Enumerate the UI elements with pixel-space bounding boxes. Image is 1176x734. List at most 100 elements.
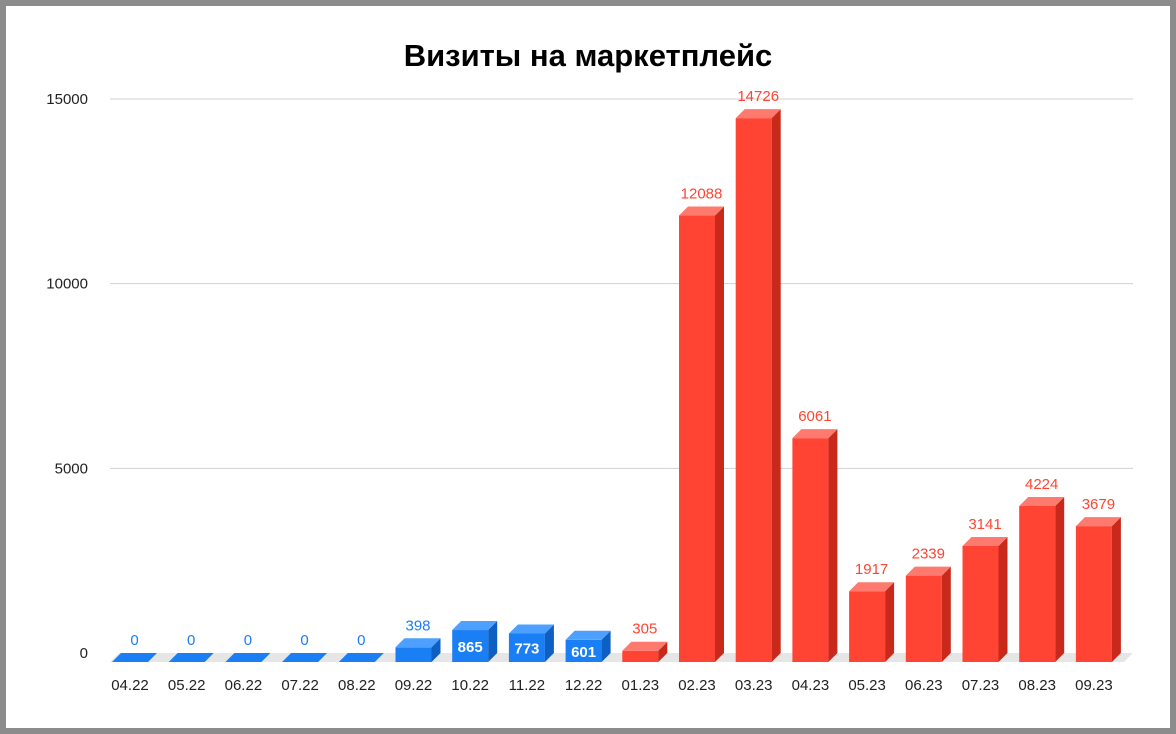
bar-side [488, 621, 498, 662]
bar [225, 653, 271, 662]
data-labels: 0 0 0 0 0 398 865 773 601 305 12088 14726 6061 1917 23… [130, 88, 1115, 661]
bar-side [771, 109, 781, 662]
bar [338, 653, 384, 662]
bar [508, 624, 554, 662]
data-label: 0 [244, 632, 252, 649]
data-label: 305 [632, 621, 657, 638]
bar-top [1075, 517, 1121, 527]
bar-front [849, 591, 886, 662]
x-axis-tick-labels: 04.22 05.22 06.22 07.22 08.22 09.22 10.22 11.22… [111, 677, 1112, 694]
x-tick-label: 05.23 [848, 677, 886, 694]
bar-front [565, 639, 602, 662]
bar-front [792, 438, 829, 662]
x-tick-label: 03.23 [735, 677, 773, 694]
data-label: 2339 [912, 546, 945, 563]
bar-top [452, 621, 498, 631]
bar-side [1111, 517, 1121, 662]
x-tick-label: 04.22 [111, 677, 149, 694]
data-label: 0 [300, 632, 308, 649]
y-tick-label: 10000 [46, 276, 88, 293]
data-label: 398 [405, 617, 430, 634]
data-label: 0 [130, 632, 138, 649]
data-label: 3141 [968, 516, 1001, 533]
bar [452, 621, 498, 662]
data-label: 12088 [681, 186, 723, 203]
bar-top [168, 653, 214, 662]
bar [792, 429, 838, 662]
bar-top [792, 429, 838, 439]
data-label: 773 [514, 641, 539, 658]
bar-top [905, 566, 951, 576]
x-tick-label: 10.22 [451, 677, 489, 694]
x-tick-label: 07.23 [962, 677, 1000, 694]
y-tick-label: 15000 [46, 91, 88, 108]
bar-top [338, 653, 384, 662]
y-tick-label: 5000 [55, 460, 88, 477]
bar-top [565, 630, 611, 640]
x-tick-label: 01.23 [622, 677, 660, 694]
bar [168, 653, 214, 662]
x-tick-label: 11.22 [509, 677, 545, 694]
data-label: 1917 [855, 561, 888, 578]
data-label: 0 [187, 632, 195, 649]
bar-front [905, 575, 942, 662]
y-tick-label: 0 [80, 645, 88, 662]
bar-top [395, 638, 441, 648]
bar-front [735, 118, 772, 662]
bar-top [962, 536, 1008, 546]
bar [735, 109, 781, 662]
bar-front [452, 630, 489, 662]
bar-side [601, 630, 611, 662]
bar-side [431, 638, 441, 662]
x-tick-label: 12.22 [565, 677, 603, 694]
bar-side [658, 641, 668, 662]
bar-side [1055, 496, 1065, 662]
bar-front [508, 633, 545, 662]
data-label: 6061 [798, 408, 831, 425]
bar-front [395, 647, 432, 662]
x-tick-label: 07.22 [281, 677, 319, 694]
x-tick-label: 06.22 [225, 677, 263, 694]
data-label: 14726 [737, 88, 779, 105]
bar [1075, 517, 1121, 662]
bar [565, 630, 611, 662]
x-tick-label: 05.22 [168, 677, 206, 694]
bar-front [1075, 526, 1112, 662]
data-label: 3679 [1082, 496, 1115, 513]
bar-front [1019, 505, 1056, 662]
bar-side [885, 582, 895, 662]
bar-top [622, 641, 668, 651]
bar-front [962, 545, 999, 662]
bar [395, 638, 441, 662]
x-tick-label: 08.23 [1018, 677, 1056, 694]
bar [622, 641, 668, 662]
bar-top [849, 582, 895, 592]
data-label: 601 [571, 644, 596, 661]
bars [112, 109, 1121, 662]
bar-top [735, 109, 781, 119]
data-label: 865 [458, 639, 483, 656]
data-label: 4224 [1025, 476, 1058, 493]
bar-top [282, 653, 328, 662]
data-label: 0 [357, 632, 365, 649]
bar-top [112, 653, 157, 662]
y-axis-tick-labels: 0 5000 10000 15000 [46, 91, 88, 662]
bar-front [622, 650, 659, 662]
bar [962, 536, 1008, 662]
bar-side [941, 566, 951, 662]
bar [905, 566, 951, 662]
bar-top [1019, 496, 1065, 506]
bar [849, 582, 895, 662]
bar [1019, 496, 1065, 662]
bar-top [225, 653, 271, 662]
x-tick-label: 09.23 [1075, 677, 1113, 694]
bar [112, 653, 157, 662]
bar-side [715, 206, 724, 662]
bar-front [679, 215, 715, 662]
bar [282, 653, 328, 662]
chart-title: Визиты на маркетплейс [403, 38, 773, 73]
x-tick-label: 06.23 [905, 677, 943, 694]
x-tick-label: 04.23 [792, 677, 830, 694]
grid-layer [110, 98, 1133, 469]
